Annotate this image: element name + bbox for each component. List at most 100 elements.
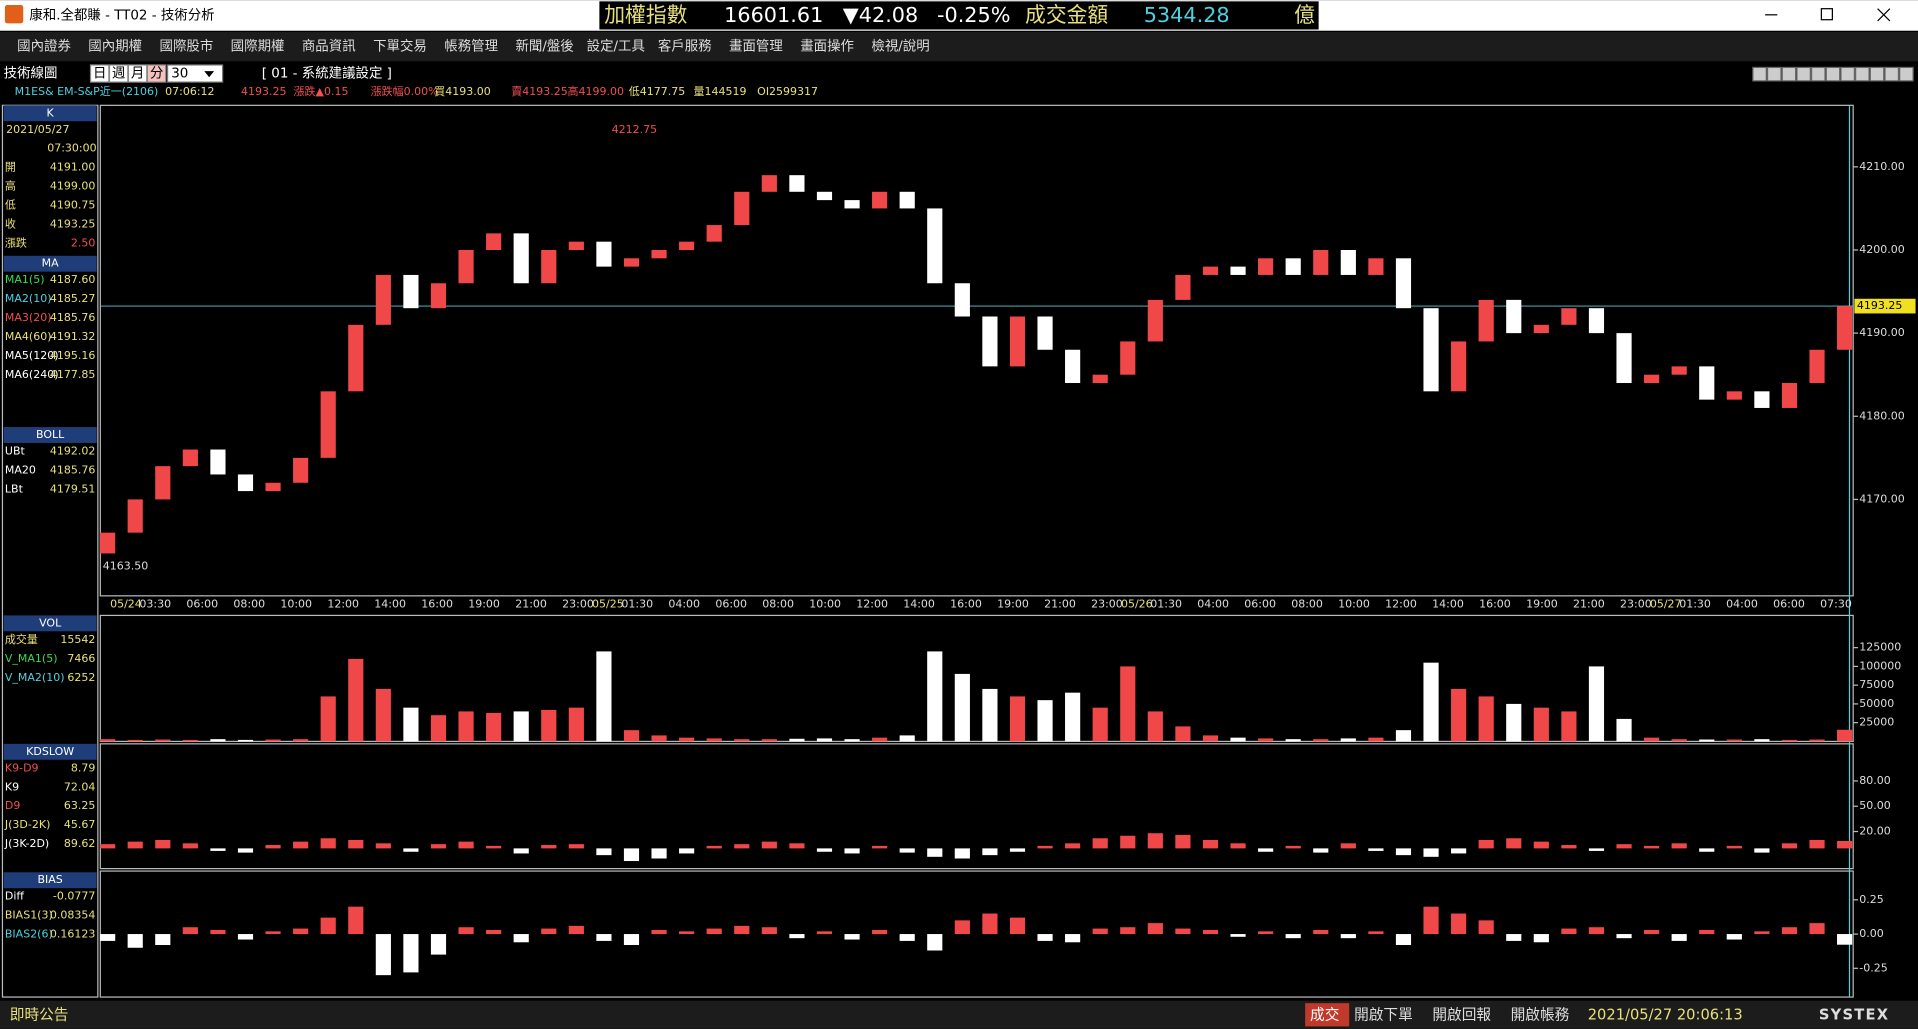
menu-item[interactable]: 設定/工具 <box>587 39 645 55</box>
row-value: 63.25 <box>64 799 96 812</box>
candle <box>1506 299 1522 334</box>
bias-bar <box>1147 923 1163 935</box>
menu-item[interactable]: 客戶服務 <box>658 38 712 55</box>
bias-bar <box>568 925 584 935</box>
tool-button[interactable] <box>1810 66 1826 82</box>
y-tick-label: 75000 <box>1859 678 1894 691</box>
row-value: 4190.75 <box>50 199 95 212</box>
status-button[interactable]: 開啟帳務 <box>1511 1006 1570 1023</box>
kd-bar <box>899 848 915 853</box>
row-label: D9 <box>5 799 20 812</box>
menu-item[interactable]: 畫面操作 <box>800 39 854 55</box>
menu-item[interactable]: 國際期權 <box>231 39 285 55</box>
kd-bar <box>1671 843 1687 849</box>
bias-bar <box>761 927 777 935</box>
y-tick-label: 125000 <box>1859 641 1901 654</box>
tool-button[interactable] <box>1899 66 1914 82</box>
volume-bar <box>1533 707 1549 742</box>
section-title: BOLL <box>36 428 65 441</box>
notice[interactable]: 即時公告 <box>10 1006 69 1023</box>
x-tick-label: 10:00 <box>809 597 841 610</box>
period-label: 月 <box>131 67 144 82</box>
bias-bar <box>155 934 171 946</box>
kd-bar <box>1809 839 1825 849</box>
row-label: V_MA2(10) <box>5 671 65 684</box>
kd-bar <box>1037 845 1053 849</box>
status-button[interactable]: 開啟下單 <box>1354 1006 1413 1023</box>
kd-bar <box>1120 835 1136 849</box>
status-button[interactable]: 開啟回報 <box>1432 1006 1491 1023</box>
tool-button[interactable] <box>1781 66 1797 82</box>
menu-item[interactable]: 國際股市 <box>160 38 214 55</box>
volume-bar <box>1837 729 1853 742</box>
row-label: MA1(5) <box>5 273 45 286</box>
row-label: 高 <box>5 179 16 193</box>
menu-item[interactable]: 畫面管理 <box>729 39 783 55</box>
bias-bar <box>789 934 805 939</box>
tool-button[interactable] <box>1825 66 1841 82</box>
volume-bar <box>1809 739 1825 742</box>
bias-bar <box>1809 923 1825 935</box>
period-label: 分 <box>150 66 163 82</box>
menu-item[interactable]: 檢視/說明 <box>871 38 929 55</box>
tool-button[interactable] <box>1766 66 1782 82</box>
x-tick-label: 04:00 <box>668 597 700 610</box>
menu-item[interactable]: 商品資訊 <box>302 39 356 55</box>
kd-bar <box>1478 839 1494 849</box>
volume-bar <box>1258 738 1274 742</box>
volume-bar <box>1395 730 1412 742</box>
bias-bar <box>265 931 281 935</box>
menu-item[interactable]: 新聞/盤後 <box>515 39 574 55</box>
row-value: 4177.85 <box>50 368 95 381</box>
bias-bar <box>816 931 833 935</box>
candle <box>1423 308 1439 392</box>
kd-bar <box>1754 848 1770 853</box>
section-title: K <box>47 106 55 119</box>
tool-button[interactable] <box>1840 66 1856 82</box>
interval-dropdown[interactable] <box>166 64 224 83</box>
x-tick-label: 04:00 <box>1197 597 1229 610</box>
row-value: 72.04 <box>64 780 96 793</box>
tool-button[interactable] <box>1869 66 1885 82</box>
close[interactable] <box>1877 8 1891 22</box>
turnover: 5344.28 <box>1144 3 1230 27</box>
x-tick-label: 21:00 <box>1573 597 1605 610</box>
bias-bar <box>734 925 750 935</box>
candle <box>1147 299 1163 342</box>
volume-bar <box>1037 700 1053 742</box>
kd-bar <box>1423 848 1439 857</box>
kd-bar <box>1009 848 1026 852</box>
kd-bar <box>100 844 116 849</box>
restore[interactable] <box>1820 8 1833 21</box>
tool-button[interactable] <box>1884 66 1900 82</box>
menu-item[interactable]: 下單交易 <box>373 38 427 55</box>
tool-button[interactable] <box>1796 66 1811 82</box>
bias-bar <box>1230 934 1246 937</box>
tool-button[interactable] <box>1752 66 1767 82</box>
kd-bar <box>1533 841 1549 849</box>
bias-bar <box>1616 934 1632 939</box>
bias-bar <box>1313 929 1329 935</box>
x-date-label: 05/25 <box>592 597 624 610</box>
y-tick-label: 0.00 <box>1859 927 1884 940</box>
row-label: BIAS2(6) <box>5 928 53 941</box>
trade[interactable]: 成交 <box>1310 1005 1340 1023</box>
candle <box>237 474 254 492</box>
kd-bar <box>458 841 474 849</box>
volume-bar <box>1644 737 1660 742</box>
volume-bar <box>761 739 777 742</box>
setting[interactable]: [ 01 - 系統建議設定 ] <box>262 66 392 82</box>
ticker-pct: -0.25% <box>937 3 1011 27</box>
y-tick-label: 25000 <box>1859 716 1894 729</box>
menu-item[interactable]: 帳務管理 <box>444 39 498 55</box>
menu-item[interactable]: 國內證券 <box>17 38 71 55</box>
ticker <box>599 1 1319 30</box>
candle <box>1285 258 1301 275</box>
candle <box>1065 349 1081 384</box>
bias-bar <box>541 928 557 935</box>
bias-bar <box>1533 934 1549 943</box>
volume-bar <box>430 715 447 742</box>
menu-item[interactable]: 國內期權 <box>88 39 142 55</box>
tool-button[interactable] <box>1855 66 1870 82</box>
period-button[interactable] <box>146 64 167 83</box>
